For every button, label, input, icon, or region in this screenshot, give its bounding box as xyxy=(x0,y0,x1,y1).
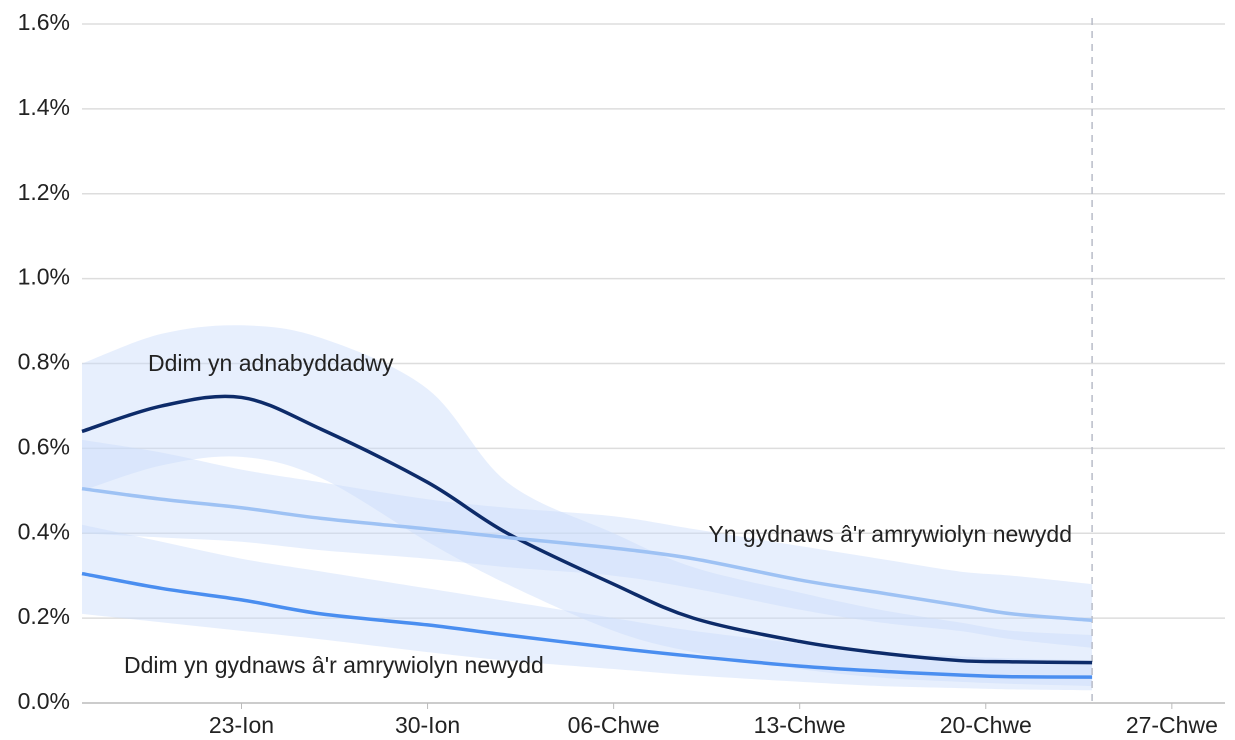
x-tick-label: 30-Ion xyxy=(395,712,460,738)
line xyxy=(81,571,1093,679)
line xyxy=(81,486,1093,622)
y-tick-label: 0.2% xyxy=(18,603,70,629)
y-tick-label: 0.0% xyxy=(18,688,70,714)
confidence-band xyxy=(82,325,1093,687)
series-label: Ddim yn gydnaws â'r amrywiolyn newydd xyxy=(124,652,544,678)
series-label: Ddim yn adnabyddadwy xyxy=(148,350,394,376)
x-tick-label: 06-Chwe xyxy=(568,712,660,738)
y-tick-label: 0.4% xyxy=(18,518,70,544)
y-tick-label: 1.4% xyxy=(18,94,70,120)
y-tick-label: 1.6% xyxy=(18,9,70,35)
series-label: Yn gydnaws â'r amrywiolyn newydd xyxy=(708,521,1072,547)
x-tick-label: 13-Chwe xyxy=(754,712,846,738)
y-tick-label: 1.2% xyxy=(18,179,70,205)
y-tick-label: 1.0% xyxy=(18,264,70,290)
line xyxy=(81,394,1093,665)
y-tick-label: 0.6% xyxy=(18,433,70,459)
x-tick-label: 20-Chwe xyxy=(940,712,1032,738)
y-tick-label: 0.8% xyxy=(18,349,70,375)
x-tick-label: 27-Chwe xyxy=(1126,712,1218,738)
x-tick-label: 23-Ion xyxy=(209,712,274,738)
